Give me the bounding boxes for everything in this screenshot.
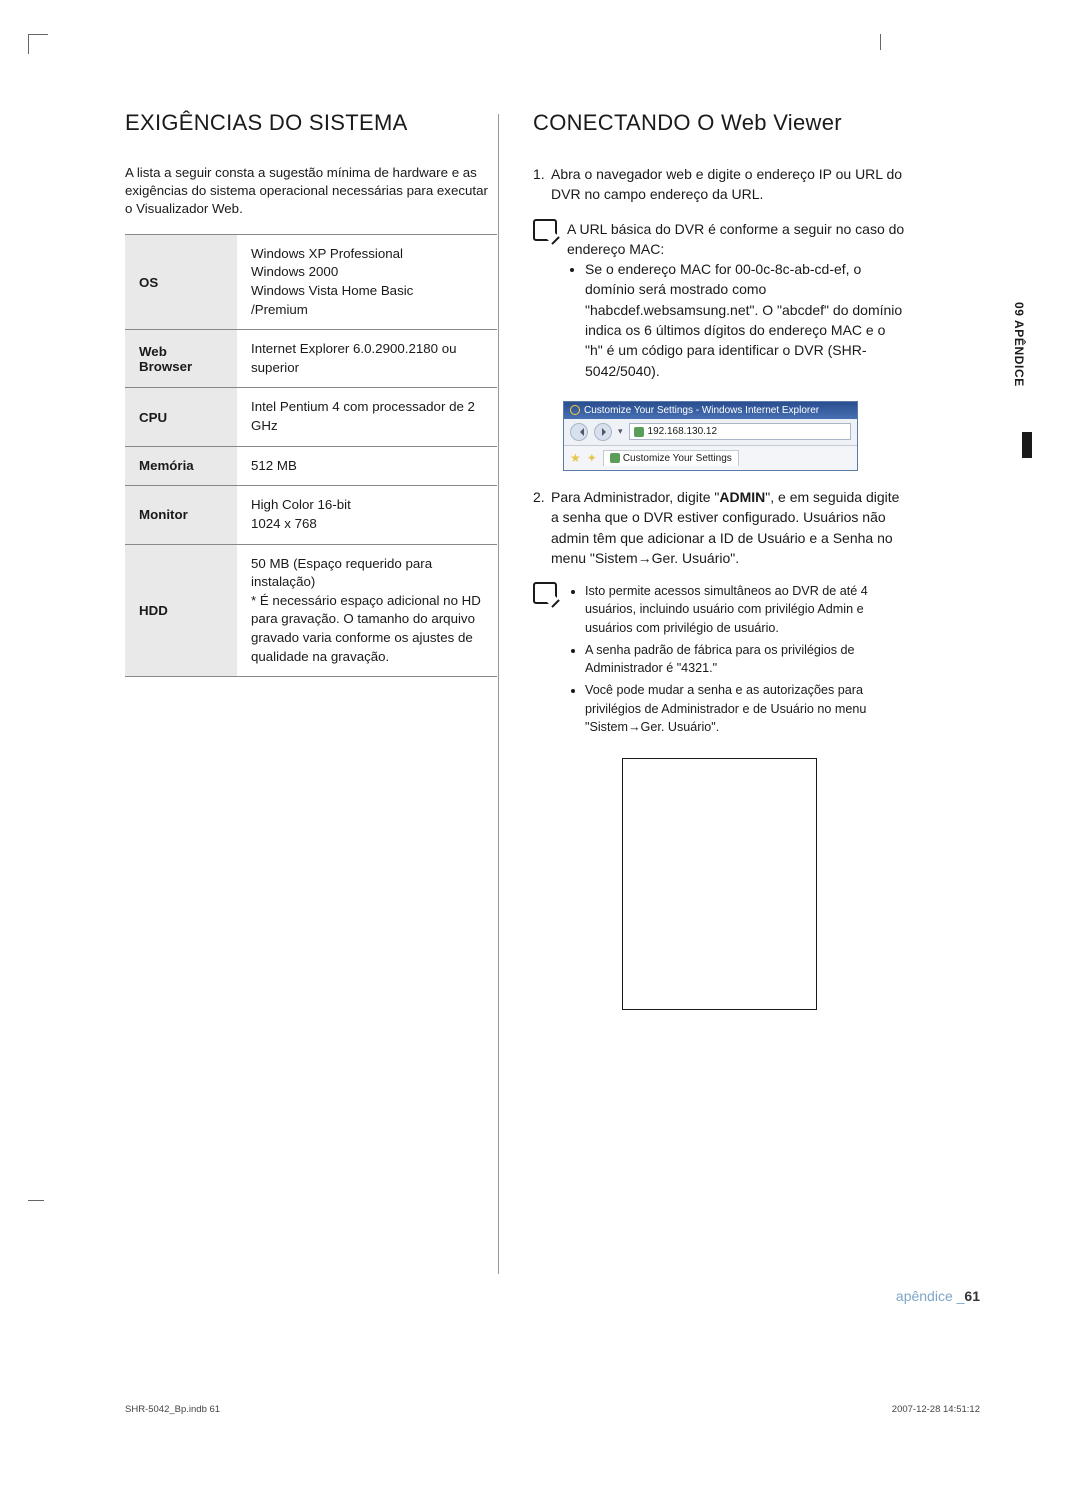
- left-column: EXIGÊNCIAS DO SISTEMA A lista a seguir c…: [125, 110, 497, 1010]
- step-1-text: Abra o navegador web e digite o endereço…: [551, 166, 902, 202]
- login-screenshot-placeholder: [622, 758, 817, 1010]
- footer-label: apêndice _: [896, 1288, 965, 1304]
- step-1-num: 1.: [533, 164, 545, 184]
- left-intro: A lista a seguir consta a sugestão mínim…: [125, 164, 497, 218]
- step-1: 1. Abra o navegador web e digite o ender…: [533, 164, 905, 205]
- req-label: Monitor: [125, 486, 237, 544]
- step-2-num: 2.: [533, 487, 545, 507]
- req-label: Memória: [125, 446, 237, 486]
- note-icon: [533, 582, 557, 604]
- print-mark-left: SHR-5042_Bp.indb 61: [125, 1404, 220, 1415]
- req-label: Web Browser: [125, 330, 237, 388]
- left-heading: EXIGÊNCIAS DO SISTEMA: [125, 110, 497, 136]
- browser-title-text: Customize Your Settings - Windows Intern…: [584, 405, 819, 416]
- step-2-bold: ADMIN: [719, 489, 765, 505]
- note-2-bullet: Isto permite acessos simultâneos ao DVR …: [585, 582, 905, 637]
- note-1-bullet: Se o endereço MAC for 00-0c-8c-ab-cd-ef,…: [585, 259, 905, 381]
- address-bar: 192.168.130.12: [629, 423, 851, 440]
- step-2: 2. Para Administrador, digite "ADMIN", e…: [533, 487, 905, 568]
- tab-icon: [610, 453, 620, 463]
- note-1-lead: A URL básica do DVR é conforme a seguir …: [567, 219, 905, 260]
- footer-page: 61: [964, 1288, 980, 1304]
- page-footer: apêndice _61: [896, 1288, 980, 1304]
- browser-titlebar: Customize Your Settings - Windows Intern…: [564, 402, 857, 419]
- req-value: 512 MB: [237, 446, 497, 486]
- thumb-index-mark: [1022, 432, 1032, 458]
- browser-screenshot: Customize Your Settings - Windows Intern…: [563, 401, 858, 471]
- step-2-pre: Para Administrador, digite ": [551, 489, 719, 505]
- note-2: Isto permite acessos simultâneos ao DVR …: [533, 582, 905, 740]
- req-value: High Color 16-bit1024 x 768: [237, 486, 497, 544]
- ie-icon: [570, 405, 580, 415]
- req-value: Intel Pentium 4 com processador de 2 GHz: [237, 388, 497, 446]
- back-button-icon: [570, 423, 588, 441]
- print-mark-right: 2007-12-28 14:51:12: [892, 1404, 980, 1415]
- req-value: 50 MB (Espaço requerido para instalação)…: [237, 544, 497, 677]
- note-icon: [533, 219, 557, 241]
- right-column: CONECTANDO O Web Viewer 1. Abra o navega…: [533, 110, 905, 1010]
- req-value: Internet Explorer 6.0.2900.2180 ou super…: [237, 330, 497, 388]
- browser-tab: Customize Your Settings: [603, 450, 739, 466]
- tab-label: Customize Your Settings: [623, 453, 732, 464]
- note-2-bullet: Você pode mudar a senha e as autorizaçõe…: [585, 681, 905, 736]
- address-text: 192.168.130.12: [648, 426, 718, 437]
- forward-button-icon: [594, 423, 612, 441]
- dropdown-icon: ▾: [618, 426, 623, 437]
- add-favorite-icon: ✦: [587, 451, 597, 465]
- page-icon: [634, 427, 644, 437]
- req-label: OS: [125, 234, 237, 329]
- note-1: A URL básica do DVR é conforme a seguir …: [533, 219, 905, 385]
- req-label: CPU: [125, 388, 237, 446]
- requirements-table: OSWindows XP ProfessionalWindows 2000Win…: [125, 234, 497, 677]
- section-tab: 09 APÊNDICE: [1012, 302, 1026, 387]
- req-value: Windows XP ProfessionalWindows 2000Windo…: [237, 234, 497, 329]
- note-2-bullet: A senha padrão de fábrica para os privil…: [585, 641, 905, 678]
- req-label: HDD: [125, 544, 237, 677]
- favorites-icon: ★: [570, 451, 581, 465]
- right-heading: CONECTANDO O Web Viewer: [533, 110, 905, 136]
